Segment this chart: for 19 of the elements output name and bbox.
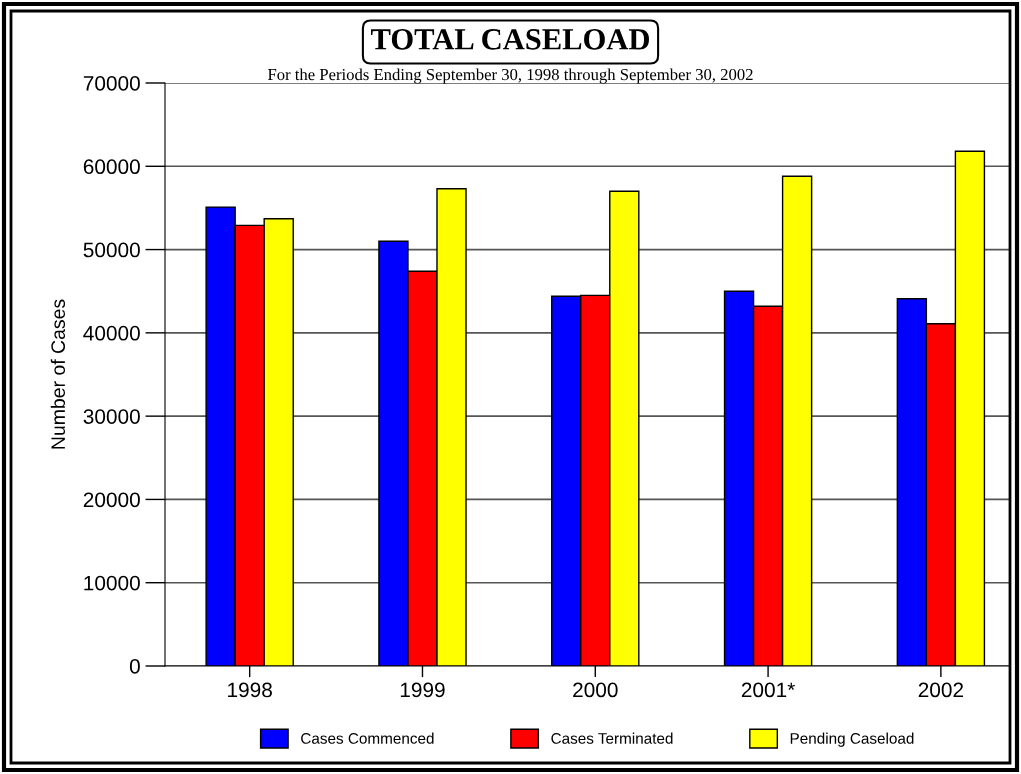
y-tick-label: 70000 — [83, 76, 140, 91]
chart-title: TOTAL CASELOAD — [371, 29, 649, 50]
y-tick-label: 60000 — [83, 159, 140, 175]
legend-label: Cases Commenced — [301, 732, 434, 744]
y-axis-title: Number of Cases — [50, 299, 66, 449]
x-tick-label: 1998 — [228, 682, 272, 698]
x-tick-label: 2002 — [918, 682, 964, 698]
y-tick-label: 20000 — [83, 492, 140, 508]
y-tick-label: 0 — [129, 659, 140, 674]
legend-label: Cases Terminated — [551, 732, 673, 744]
y-tick-label: 10000 — [84, 575, 140, 591]
y-tick-label: 30000 — [83, 409, 140, 424]
x-tick-label: 1999 — [400, 682, 445, 698]
y-tick-label: 40000 — [83, 325, 140, 341]
x-tick-label: 2001* — [741, 682, 795, 698]
x-tick-label: 2000 — [573, 682, 618, 698]
legend-label: Pending Caseload — [790, 732, 914, 747]
y-tick-label: 50000 — [83, 242, 140, 258]
chart-subtitle: For the Periods Ending September 30, 1998 through September 30, 2002 — [267, 68, 753, 84]
